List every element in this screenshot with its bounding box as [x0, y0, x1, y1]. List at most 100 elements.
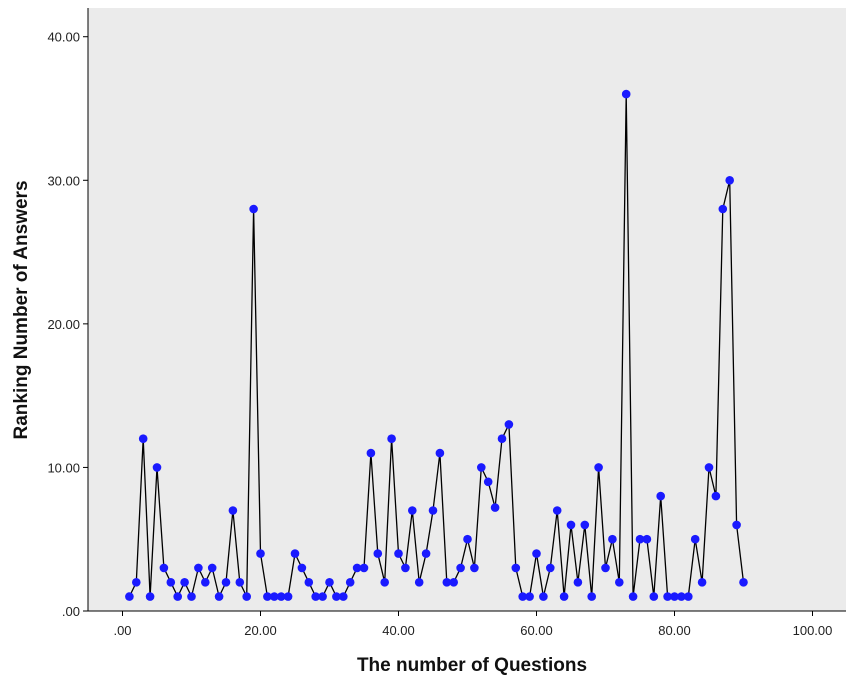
data-point: [504, 420, 514, 429]
data-point: [628, 592, 638, 601]
data-point: [449, 578, 459, 587]
data-point: [359, 563, 369, 573]
x-axis-ticks: .00 20.00 40.00 60.00 80.00 100.00: [113, 611, 832, 638]
data-point: [690, 534, 700, 544]
data-point: [456, 563, 465, 573]
x-tick-label: 40.00: [382, 623, 415, 638]
data-point: [684, 592, 693, 601]
data-point: [180, 578, 189, 587]
data-point: [442, 578, 452, 587]
data-point: [173, 592, 182, 601]
data-point: [573, 578, 583, 587]
data-point: [649, 592, 659, 601]
data-point: [642, 534, 652, 544]
data-point: [552, 506, 562, 515]
data-point: [401, 563, 410, 573]
y-tick-label: .00: [62, 604, 80, 619]
data-point: [587, 592, 596, 601]
data-point: [601, 563, 610, 573]
data-point: [511, 563, 521, 573]
data-point: [194, 563, 203, 573]
data-point: [608, 534, 617, 544]
data-point: [463, 534, 472, 544]
x-tick-label: .00: [113, 623, 131, 638]
data-point: [732, 520, 741, 530]
data-point: [559, 592, 569, 601]
data-point: [270, 592, 279, 601]
data-point: [249, 204, 258, 214]
data-point: [656, 491, 665, 501]
data-point: [580, 520, 590, 530]
data-point: [339, 592, 348, 601]
y-tick-label: 10.00: [47, 460, 80, 475]
data-point: [739, 578, 748, 587]
data-point: [408, 506, 417, 515]
y-tick-label: 20.00: [47, 317, 80, 332]
data-point: [490, 503, 500, 512]
data-point: [718, 204, 728, 214]
data-point: [677, 592, 686, 601]
data-point: [187, 592, 196, 601]
data-point: [221, 578, 231, 587]
data-point: [207, 563, 217, 573]
data-point: [263, 592, 272, 601]
x-tick-label: 60.00: [520, 623, 553, 638]
plot-area: [88, 8, 846, 611]
x-tick-label: 80.00: [658, 623, 691, 638]
data-point: [304, 578, 314, 587]
data-point: [670, 592, 679, 601]
data-point: [477, 463, 486, 472]
data-point: [470, 563, 479, 573]
y-axis-title: Ranking Number of Answers: [11, 180, 32, 439]
data-point: [138, 434, 148, 444]
x-axis-title: The number of Questions: [357, 655, 587, 676]
data-point: [697, 578, 707, 587]
data-point: [414, 578, 424, 587]
data-point: [380, 578, 390, 587]
data-point: [332, 592, 341, 601]
data-point: [546, 563, 555, 573]
data-point: [214, 592, 224, 601]
data-point: [166, 578, 176, 587]
data-point: [497, 434, 507, 444]
data-point: [145, 592, 155, 601]
data-point: [518, 592, 527, 601]
data-point: [566, 520, 576, 530]
data-point: [621, 89, 631, 99]
data-point: [532, 549, 541, 558]
data-point: [483, 477, 493, 487]
data-point: [711, 491, 721, 501]
data-point: [725, 176, 734, 185]
data-point: [387, 434, 396, 444]
data-point: [352, 563, 362, 573]
data-point: [290, 549, 300, 558]
data-point: [311, 592, 321, 601]
data-point: [635, 534, 645, 544]
data-point: [276, 592, 286, 601]
y-tick-label: 30.00: [47, 173, 80, 188]
x-tick-label: 100.00: [793, 623, 833, 638]
data-point: [539, 592, 548, 601]
data-point: [428, 506, 438, 515]
data-point: [345, 578, 355, 587]
data-point: [615, 578, 624, 587]
y-axis-ticks: .00 10.00 20.00 30.00 40.00: [47, 30, 88, 619]
x-tick-label: 20.00: [244, 623, 277, 638]
data-point: [435, 448, 445, 458]
data-point: [704, 463, 714, 472]
data-point: [318, 592, 327, 601]
data-point: [325, 578, 334, 587]
data-point: [256, 549, 265, 558]
data-point: [132, 578, 141, 587]
data-point: [125, 592, 134, 601]
data-point: [152, 463, 162, 472]
data-point: [394, 549, 403, 558]
data-point: [594, 463, 603, 472]
data-point: [373, 549, 383, 558]
data-point: [297, 563, 307, 573]
data-point: [201, 578, 210, 587]
y-tick-label: 40.00: [47, 30, 80, 45]
data-point: [283, 592, 293, 601]
data-point: [525, 592, 534, 601]
